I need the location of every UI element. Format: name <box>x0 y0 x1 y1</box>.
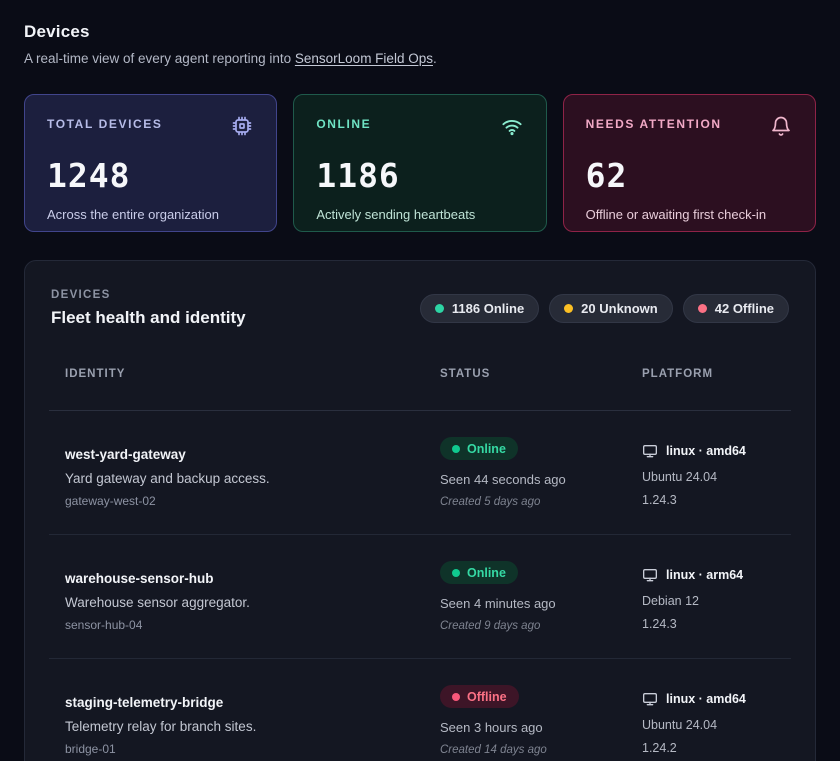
agent-version: 1.24.3 <box>642 493 677 507</box>
monitor-icon <box>642 691 658 707</box>
identity-cell: staging-telemetry-bridge Telemetry relay… <box>49 659 424 761</box>
device-hostname: bridge-01 <box>65 742 116 756</box>
platform-os: Ubuntu 24.04 <box>642 470 718 484</box>
stat-card-total-devices: TOTAL DEVICES 1248 Across the entire org… <box>24 94 278 232</box>
platform-arch: linux · arm64 <box>666 568 744 582</box>
status-summary-pill[interactable]: 1186 Online <box>419 294 540 323</box>
last-seen-text: Seen 44 seconds ago <box>440 472 566 487</box>
table-header-row: IDENTITY STATUS PLATFORM <box>49 358 791 411</box>
identity-cell: warehouse-sensor-hub Warehouse sensor ag… <box>49 535 424 658</box>
stats-row: TOTAL DEVICES 1248 Across the entire org… <box>24 94 816 232</box>
column-header-identity: IDENTITY <box>65 368 126 380</box>
device-name: staging-telemetry-bridge <box>65 695 224 710</box>
status-summary-pill[interactable]: 42 Offline <box>682 294 789 323</box>
subtitle-period: . <box>432 51 437 66</box>
stat-caption: Across the entire organization <box>47 207 219 222</box>
device-description: Telemetry relay for branch sites. <box>65 719 257 734</box>
fleet-panel: DEVICES Fleet health and identity 1186 O… <box>24 260 816 761</box>
stat-value-needs-attention: 62 <box>585 156 628 195</box>
bell-icon <box>769 114 793 138</box>
status-summary-pill[interactable]: 20 Unknown <box>549 294 673 323</box>
status-dot <box>697 304 707 313</box>
table-row[interactable]: warehouse-sensor-hub Warehouse sensor ag… <box>49 535 791 659</box>
stat-caption: Actively sending heartbeats <box>316 207 476 222</box>
status-cell: Offline Seen 3 hours ago Created 14 days… <box>424 659 626 761</box>
cpu-chip-icon <box>230 114 254 138</box>
last-seen-text: Seen 3 hours ago <box>440 720 543 735</box>
status-badge: Offline <box>440 685 519 708</box>
created-text: Created 5 days ago <box>440 496 541 508</box>
device-hostname: gateway-west-02 <box>65 494 156 508</box>
stat-value-total-devices: 1248 <box>47 156 131 195</box>
table-body: west-yard-gateway Yard gateway and backu… <box>49 411 791 761</box>
device-description: Warehouse sensor aggregator. <box>65 595 250 610</box>
stat-label: NEEDS ATTENTION <box>585 117 722 131</box>
status-cell: Online Seen 4 minutes ago Created 9 days… <box>424 535 626 658</box>
status-badge: Online <box>440 437 518 460</box>
identity-cell: west-yard-gateway Yard gateway and backu… <box>49 411 424 534</box>
status-label: Online <box>467 441 506 456</box>
platform-arch: linux · amd64 <box>666 444 746 458</box>
column-header-platform: PLATFORM <box>642 368 714 380</box>
status-cell: Online Seen 44 seconds ago Created 5 day… <box>424 411 626 534</box>
device-hostname: sensor-hub-04 <box>65 618 143 632</box>
last-seen-text: Seen 4 minutes ago <box>440 596 556 611</box>
wifi-icon <box>500 114 524 138</box>
stat-caption: Offline or awaiting first check-in <box>585 207 767 222</box>
platform-cell: linux · amd64 Ubuntu 24.04 1.24.3 <box>626 411 791 534</box>
page-subtitle: A real-time view of every agent reportin… <box>24 51 816 66</box>
device-name: warehouse-sensor-hub <box>65 571 214 586</box>
platform-cell: linux · amd64 Ubuntu 24.04 1.24.2 <box>626 659 791 761</box>
platform-cell: linux · arm64 Debian 12 1.24.3 <box>626 535 791 658</box>
devices-table: IDENTITY STATUS PLATFORM west-yard-gatew… <box>49 358 791 761</box>
table-row[interactable]: west-yard-gateway Yard gateway and backu… <box>49 411 791 535</box>
agent-version: 1.24.3 <box>642 617 677 631</box>
pill-label: 20 Unknown <box>581 301 658 316</box>
monitor-icon <box>642 443 658 459</box>
device-name: west-yard-gateway <box>65 447 186 462</box>
status-label: Offline <box>467 689 507 704</box>
stat-value-online: 1186 <box>316 156 400 195</box>
page-title: Devices <box>24 22 90 41</box>
status-summary-pills: 1186 Online 20 Unknown 42 Offline <box>419 294 789 323</box>
status-dot <box>434 304 444 313</box>
stat-label: TOTAL DEVICES <box>47 117 163 131</box>
status-dot <box>452 568 460 577</box>
created-text: Created 14 days ago <box>440 744 547 756</box>
status-dot <box>452 692 460 701</box>
platform-os: Debian 12 <box>642 594 699 608</box>
column-header-status: STATUS <box>440 368 491 380</box>
agent-version: 1.24.2 <box>642 741 677 755</box>
status-dot <box>564 304 574 313</box>
monitor-icon <box>642 567 658 583</box>
sensorloom-field-ops-link[interactable]: SensorLoom Field Ops <box>294 51 433 66</box>
stat-label: ONLINE <box>316 117 372 131</box>
stat-card-online: ONLINE 1186 Actively sending heartbeats <box>293 94 547 232</box>
platform-os: Ubuntu 24.04 <box>642 718 718 732</box>
created-text: Created 9 days ago <box>440 620 541 632</box>
device-description: Yard gateway and backup access. <box>65 471 270 486</box>
stat-card-needs-attention: NEEDS ATTENTION 62 Offline or awaiting f… <box>562 94 816 232</box>
subtitle-text: A real-time view of every agent reportin… <box>24 51 295 66</box>
panel-heading: Fleet health and identity <box>51 308 246 327</box>
status-badge: Online <box>440 561 518 584</box>
panel-eyebrow: DEVICES <box>51 289 111 301</box>
status-dot <box>452 444 460 453</box>
platform-arch: linux · amd64 <box>666 692 746 706</box>
status-label: Online <box>467 565 506 580</box>
pill-label: 1186 Online <box>451 301 525 316</box>
pill-label: 42 Offline <box>714 301 774 316</box>
table-row[interactable]: staging-telemetry-bridge Telemetry relay… <box>49 659 791 761</box>
